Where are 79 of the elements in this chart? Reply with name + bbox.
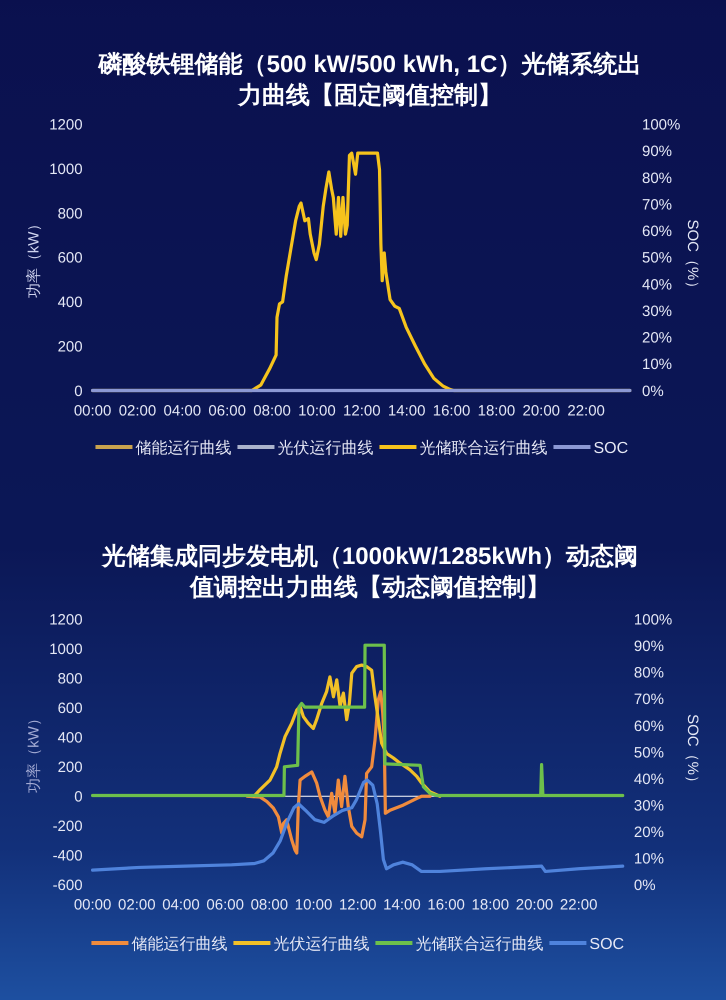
x-tick-label: 06:00	[208, 402, 246, 420]
y2-tick-label: 30%	[634, 797, 664, 814]
legend-label: 光伏运行曲线	[277, 438, 374, 457]
x-tick-label: 04:00	[162, 896, 200, 914]
y2-tick-label: 0%	[634, 876, 656, 894]
legend-label: 光储联合运行曲线	[415, 934, 544, 953]
line-series	[91, 778, 624, 874]
legend-label: 储能运行曲线	[135, 438, 232, 457]
y-tick-label: 200	[58, 338, 83, 356]
y-tick-label: 0	[74, 788, 83, 806]
y2-tick-label: 50%	[634, 744, 664, 762]
y2-tick-label: 90%	[634, 638, 664, 656]
x-tick-label: 08:00	[250, 896, 288, 914]
y2-axis-title: SOC（%）	[684, 714, 701, 790]
x-tick-label: 20:00	[516, 896, 554, 914]
y2-tick-label: 40%	[634, 770, 664, 788]
legend-label: SOC	[589, 936, 624, 953]
y-tick-label: 1200	[49, 116, 83, 134]
y-tick-label: 200	[58, 759, 83, 776]
x-tick-label: 02:00	[118, 896, 156, 914]
y2-tick-label: 20%	[634, 824, 664, 841]
y-tick-label: 0	[74, 382, 83, 400]
x-tick-label: 22:00	[560, 896, 598, 914]
y2-tick-label: 60%	[634, 718, 664, 735]
y2-tick-label: 20%	[642, 330, 672, 347]
x-tick-label: 18:00	[472, 896, 510, 914]
x-tick-label: 10:00	[294, 896, 332, 914]
x-tick-label: 14:00	[388, 402, 426, 420]
legend-label: 光储联合运行曲线	[419, 438, 548, 457]
x-tick-label: 02:00	[118, 402, 156, 420]
y2-tick-label: 70%	[634, 691, 664, 708]
x-tick-label: 00:00	[74, 896, 112, 914]
legend-label: 储能运行曲线	[131, 934, 228, 953]
x-tick-label: 20:00	[522, 402, 560, 420]
y2-tick-label: 40%	[642, 276, 672, 294]
y-tick-label: -400	[52, 847, 83, 864]
y-tick-label: -200	[52, 818, 83, 835]
y-tick-label: 400	[58, 730, 83, 747]
y-axis-title: 功率（kW）	[25, 711, 42, 793]
y-axis-title: 功率（kW）	[25, 216, 42, 298]
y2-tick-label: 100%	[642, 116, 680, 134]
y-tick-label: 1200	[49, 612, 83, 629]
y2-tick-label: 90%	[642, 143, 672, 160]
y-tick-label: -600	[52, 876, 83, 894]
y-tick-label: 600	[58, 700, 83, 718]
y2-tick-label: 0%	[642, 382, 664, 400]
x-tick-label: 08:00	[253, 402, 291, 420]
line-series	[91, 644, 624, 798]
x-tick-label: 16:00	[432, 402, 470, 420]
y2-tick-label: 80%	[642, 170, 672, 187]
y2-axis-title: SOC（%）	[684, 219, 701, 296]
legend-label: 光伏运行曲线	[273, 934, 370, 953]
x-tick-label: 12:00	[343, 402, 381, 420]
chart-title: 光储集成同步发电机（1000kW/1285kWh）动态阈值调控出力曲线【动态阈值控制】	[100, 543, 638, 601]
x-tick-label: 22:00	[567, 402, 605, 420]
y2-tick-label: 10%	[642, 356, 672, 374]
y2-tick-label: 50%	[642, 250, 672, 267]
y-tick-label: 600	[58, 250, 83, 267]
x-tick-label: 04:00	[164, 402, 202, 420]
y2-tick-label: 30%	[642, 302, 672, 320]
y-tick-label: 800	[58, 670, 83, 688]
y-tick-label: 800	[58, 205, 83, 222]
y-tick-label: 1000	[49, 641, 83, 658]
x-tick-label: 10:00	[298, 402, 336, 420]
y2-tick-label: 60%	[642, 223, 672, 240]
x-tick-label: 00:00	[74, 402, 112, 420]
y-tick-label: 1000	[49, 160, 83, 178]
x-tick-label: 06:00	[206, 896, 244, 914]
y2-tick-label: 80%	[634, 664, 664, 682]
legend-label: SOC	[593, 440, 628, 457]
y2-tick-label: 100%	[634, 612, 672, 629]
x-tick-label: 16:00	[427, 896, 465, 914]
y2-tick-label: 70%	[642, 196, 672, 214]
y-tick-label: 400	[58, 294, 83, 312]
x-tick-label: 12:00	[338, 896, 377, 914]
y2-tick-label: 10%	[634, 850, 664, 868]
chart-title: 磷酸铁锂储能（500 kW/500 kWh, 1C）光储系统出力曲线【固定阈值控制】	[98, 51, 642, 109]
x-tick-label: 14:00	[383, 896, 421, 914]
x-tick-label: 18:00	[478, 402, 516, 420]
